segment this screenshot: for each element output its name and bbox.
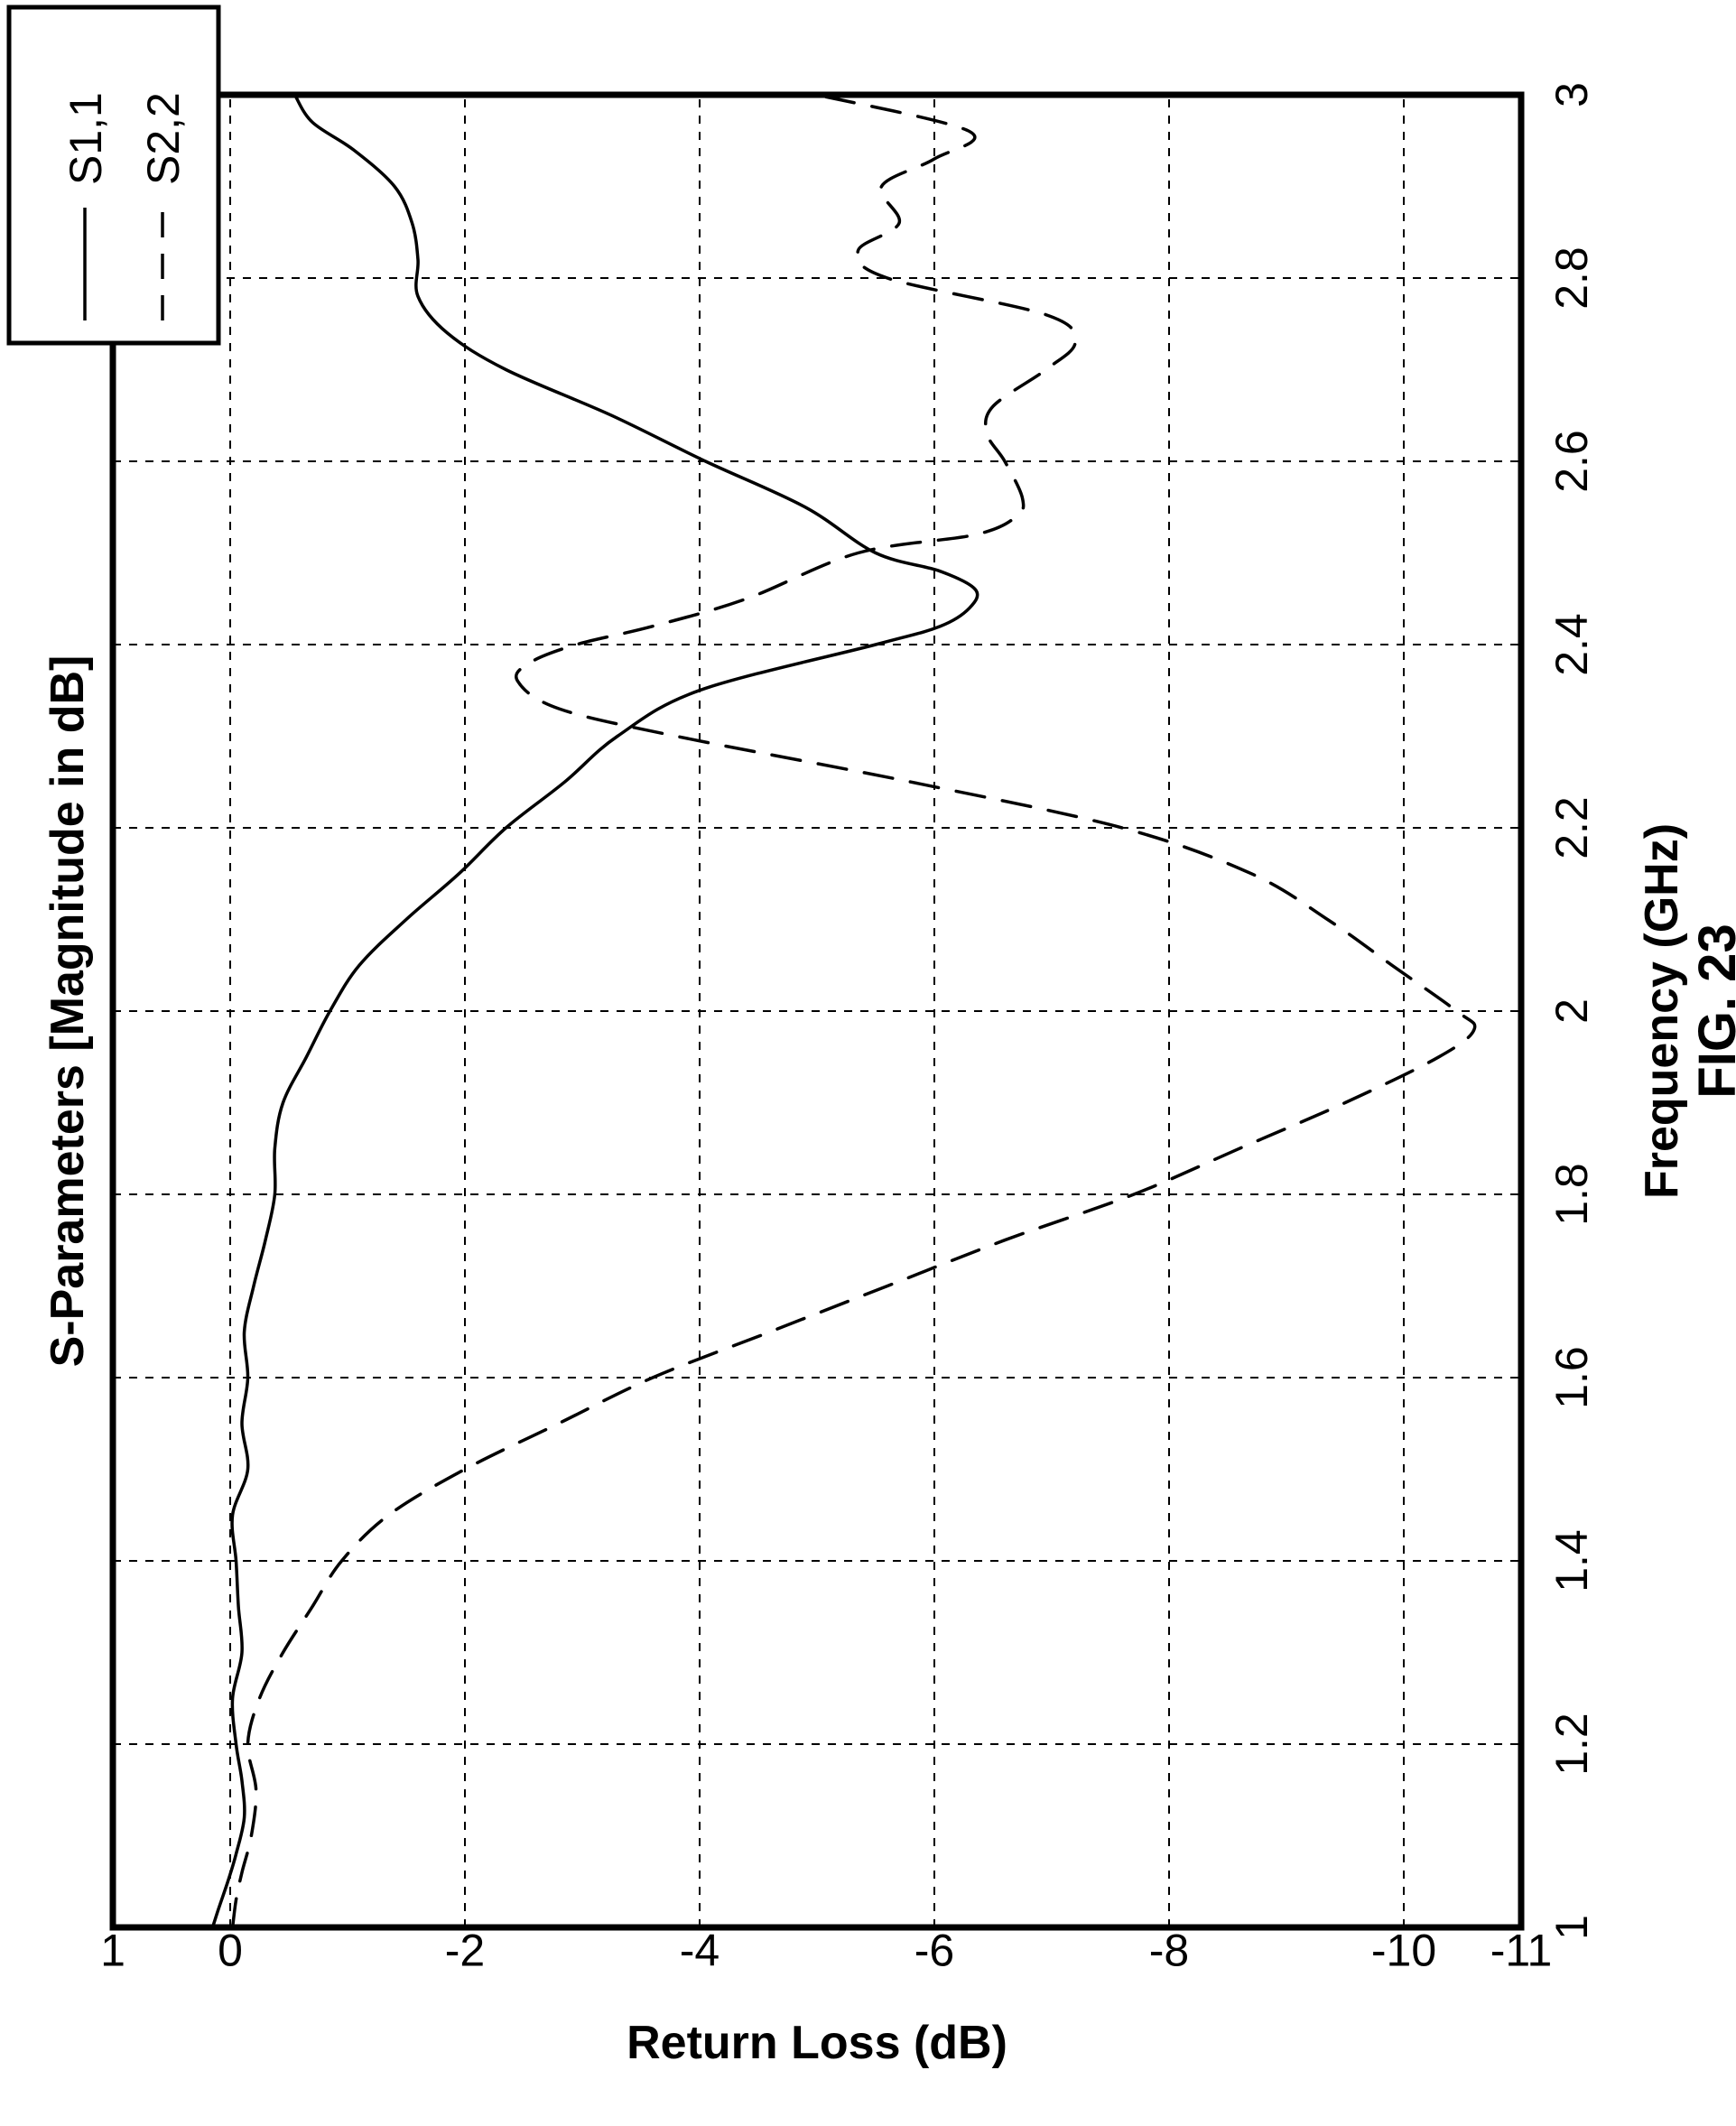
chart-title: S-Parameters [Magnitude in dB]: [42, 655, 94, 1368]
legend-label-s11: S1,1: [60, 92, 111, 185]
y-tick-label: 0: [218, 1926, 243, 1976]
figure-caption: FIG. 23: [1688, 924, 1736, 1098]
x-gridlines: [113, 277, 1521, 1745]
y-tick-labels: 1 0 -2 -4 -6 -8 -10 -11: [100, 1926, 1552, 1976]
x-tick-label: 1.4: [1546, 1529, 1597, 1592]
y-gridlines: [229, 95, 1405, 1927]
y-tick-label: -2: [445, 1926, 485, 1976]
y-tick-label: 1: [100, 1926, 125, 1976]
x-tick-label: 2.2: [1546, 796, 1597, 859]
legend: S1,1 S2,2: [6, 5, 221, 346]
series-line-s22: [230, 93, 1477, 1929]
y-axis-label: Return Loss (dB): [627, 2017, 1007, 2069]
y-tick-label: -4: [680, 1926, 719, 1976]
x-tick-labels: 1 1.2 1.4 1.6 1.8 2 2.2 2.4 2.6 2.8 3: [1546, 82, 1597, 1940]
legend-label-s22: S2,2: [138, 92, 189, 185]
series-layer: [210, 93, 1477, 1929]
y-tick-label: -11: [1490, 1926, 1553, 1976]
x-tick-label: 1.6: [1546, 1346, 1597, 1409]
y-tick-label: -10: [1371, 1926, 1436, 1976]
x-tick-label: 1: [1546, 1915, 1597, 1940]
x-tick-label: 3: [1546, 82, 1597, 107]
x-tick-label: 1.2: [1546, 1713, 1597, 1776]
x-tick-label: 2.4: [1546, 613, 1597, 676]
x-tick-label: 2.6: [1546, 430, 1597, 493]
x-tick-label: 2.8: [1546, 246, 1597, 310]
x-tick-label: 2: [1546, 998, 1597, 1024]
x-axis-label: Frequency (GHz): [1636, 823, 1688, 1199]
series-line-s11: [210, 93, 979, 1929]
y-tick-label: -6: [914, 1926, 954, 1976]
y-tick-label: -8: [1149, 1926, 1189, 1976]
x-tick-label: 1.8: [1546, 1163, 1597, 1226]
